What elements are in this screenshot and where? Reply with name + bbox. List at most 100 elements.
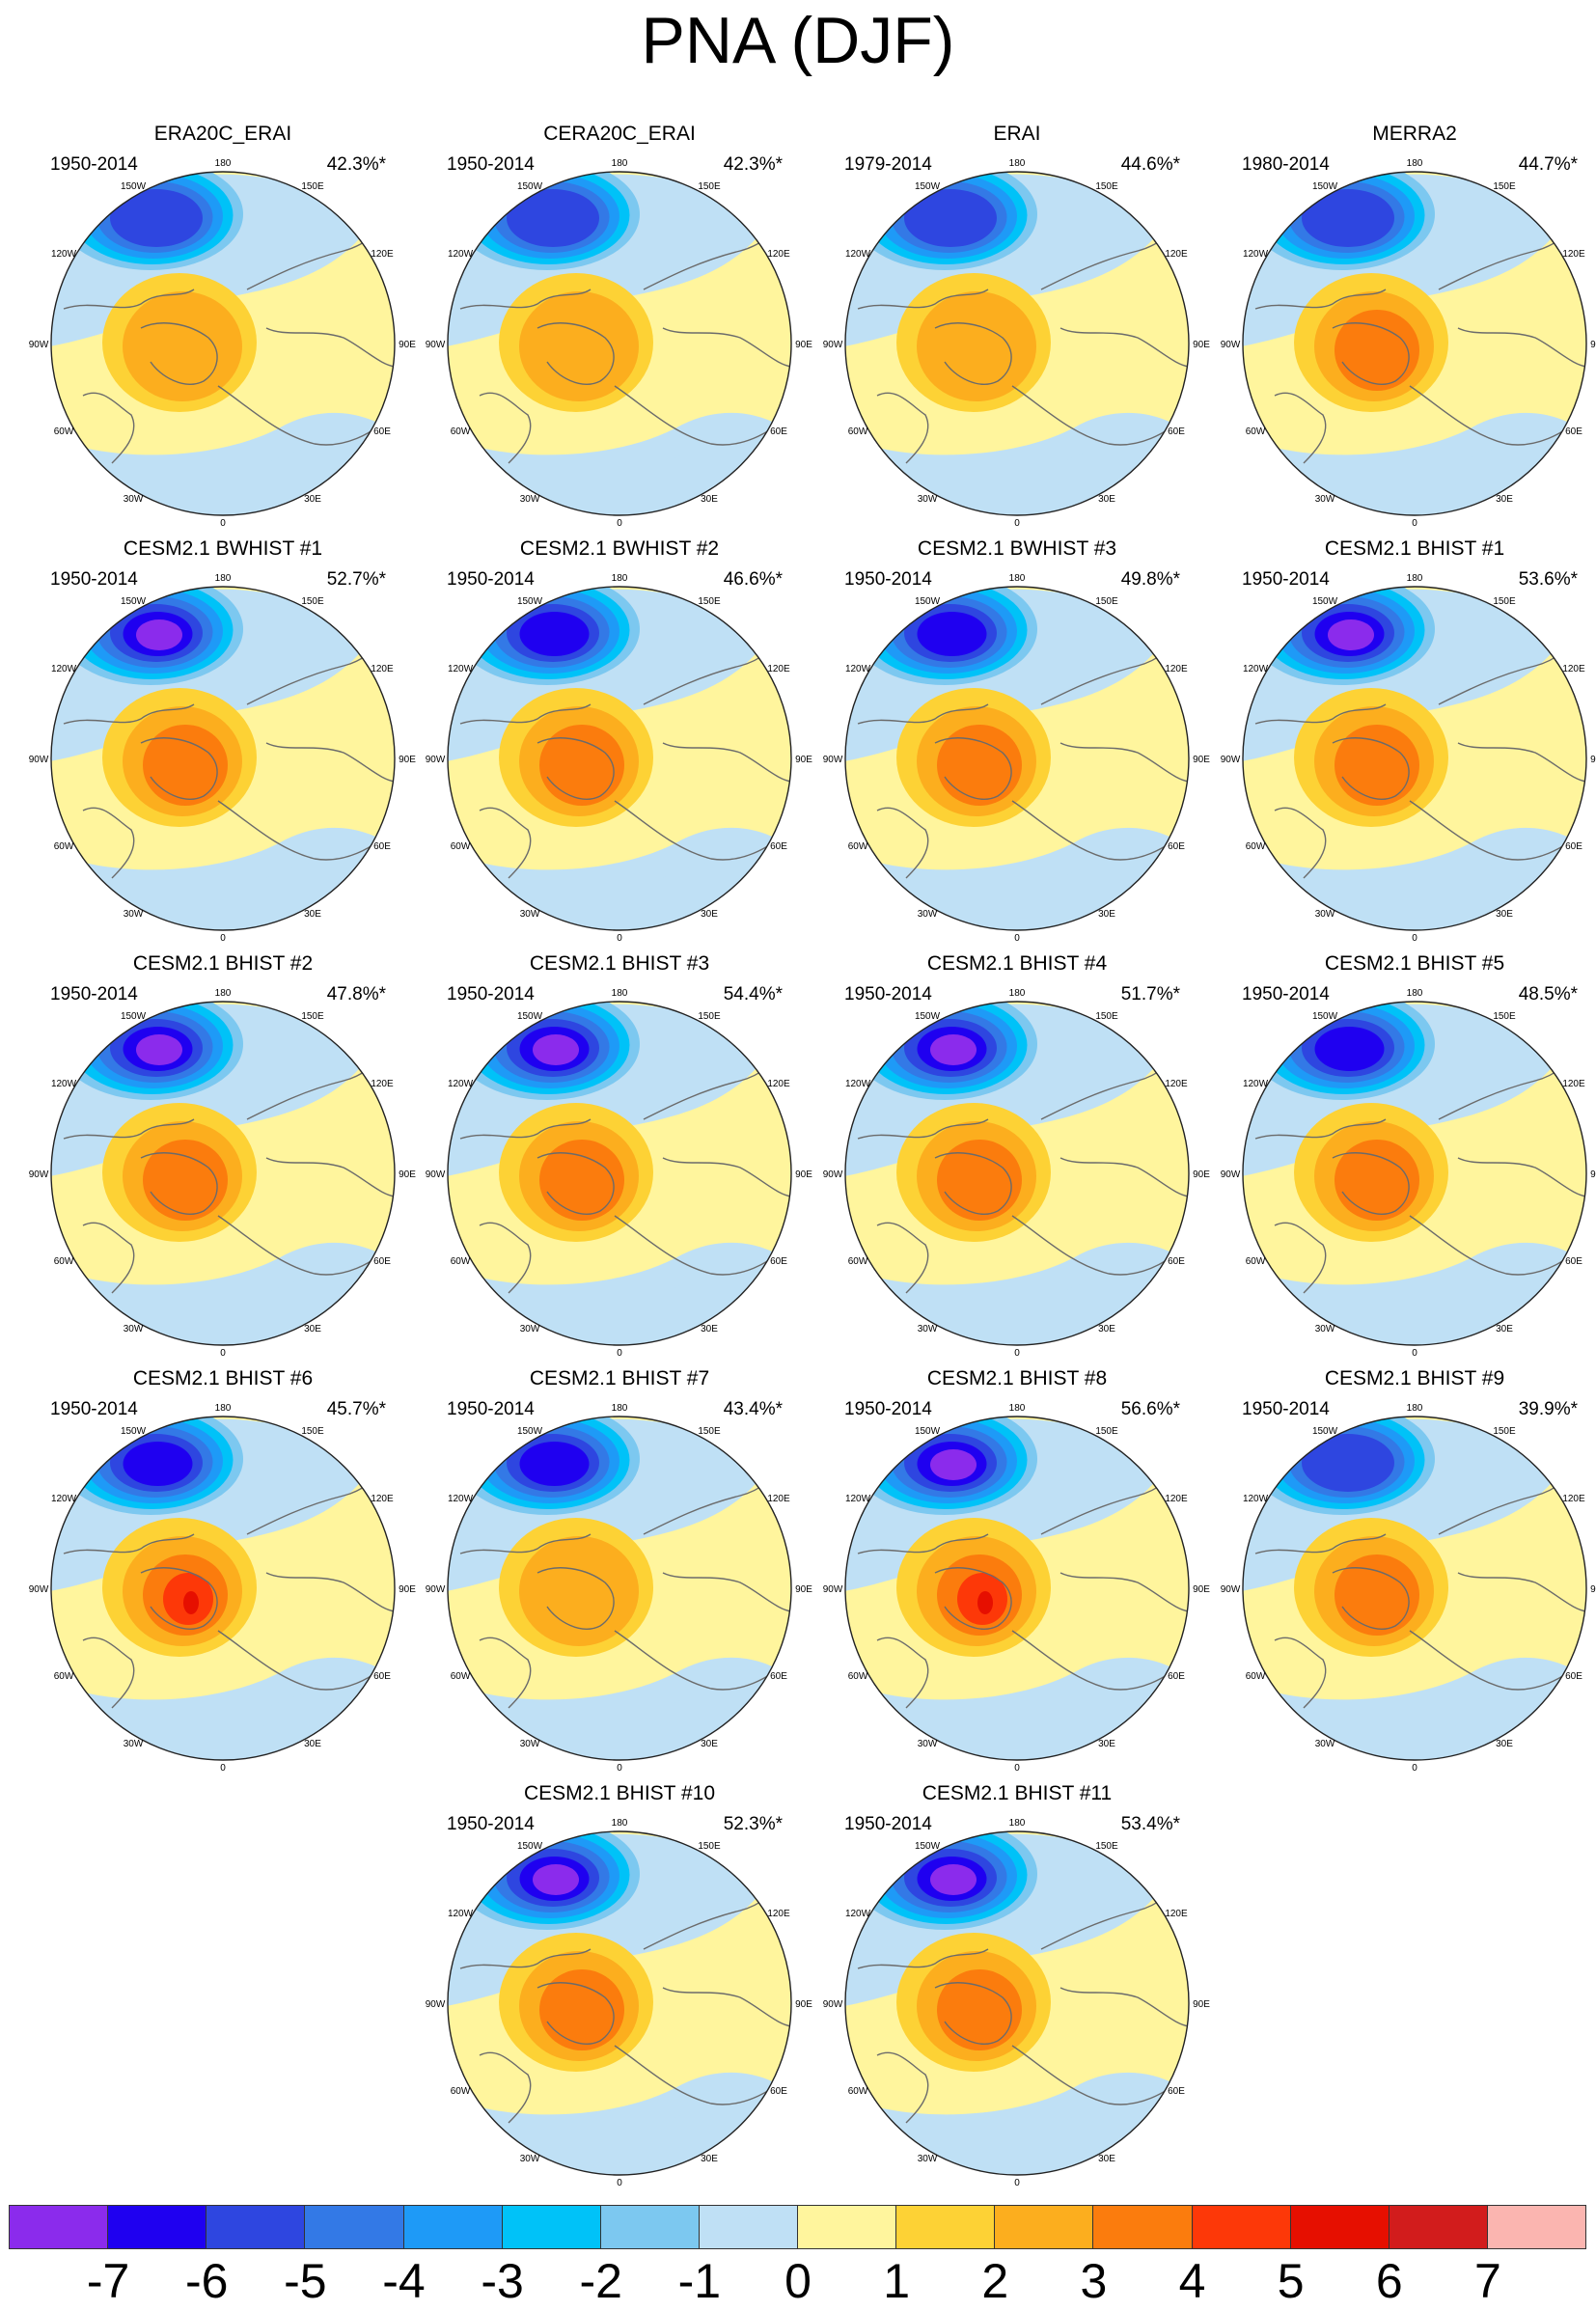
longitude-label: 30W: [124, 909, 144, 920]
coastline: [857, 703, 989, 725]
panel-explained-variance: 39.9%*: [1518, 1399, 1578, 1419]
map-boundary: [50, 586, 396, 931]
colorbar-tick-label: -3: [481, 2254, 524, 2308]
longitude-label: 120E: [1165, 664, 1188, 674]
longitude-label: 150E: [301, 596, 324, 607]
panel-explained-variance: 44.7%*: [1518, 154, 1578, 175]
longitude-label: 90E: [795, 1584, 812, 1595]
longitude-label: 0: [617, 2178, 622, 2188]
longitude-label: 30E: [701, 1739, 718, 1749]
longitude-label: 150W: [517, 596, 543, 607]
colorbar-tick-label: 4: [1178, 2254, 1206, 2308]
colorbar-tick-label: 7: [1473, 2254, 1501, 2308]
longitude-label: 60E: [1168, 2086, 1185, 2097]
longitude-label: 120W: [1243, 1079, 1269, 1089]
longitude-label: 90W: [426, 1169, 446, 1180]
coastline: [662, 1572, 791, 1612]
longitude-label: 30E: [701, 909, 718, 920]
coastline: [140, 737, 218, 800]
coastline: [479, 807, 532, 879]
colorbar-segment: [9, 2205, 109, 2249]
map-boundary: [1242, 1416, 1587, 1761]
longitude-label: 30E: [304, 1324, 321, 1334]
longitude-label: 0: [617, 933, 622, 944]
longitude-label: 150W: [915, 1426, 941, 1437]
longitude-label: 180: [1407, 1403, 1423, 1414]
longitude-label: 60E: [1168, 426, 1185, 437]
longitude-label: 150E: [1095, 1011, 1118, 1022]
longitude-label: 150E: [698, 1426, 721, 1437]
coastline: [63, 703, 195, 725]
map-boundary: [447, 586, 792, 931]
longitude-label: 120E: [767, 1494, 790, 1504]
coastline: [1274, 392, 1327, 464]
coastline: [265, 1157, 395, 1197]
map-panel: CERA20C_ERAI 1950-2014 42.3%* 180 150W 150E 12…: [422, 122, 817, 536]
longitude-label: 180: [215, 988, 232, 999]
panel-title: CESM2.1 BWHIST #3: [917, 537, 1117, 560]
panel-explained-variance: 51.7%*: [1120, 984, 1180, 1004]
colorbar-segment: [206, 2205, 306, 2249]
coastline: [63, 289, 195, 310]
negative-contour: [110, 189, 203, 247]
longitude-label: 0: [617, 518, 622, 529]
longitude-label: 60W: [848, 426, 868, 437]
longitude-label: 60W: [451, 426, 471, 437]
longitude-label: 120W: [448, 664, 474, 674]
negative-contour: [1328, 619, 1374, 650]
longitude-label: 30E: [701, 1324, 718, 1334]
longitude-label: 180: [1407, 158, 1423, 169]
polar-map: 180 150W 150E 120W 120E 90W 90E 60W 60E 30W 30E 0: [426, 1403, 813, 1774]
longitude-label: 30E: [1098, 1739, 1115, 1749]
longitude-label: 60E: [1565, 1256, 1582, 1267]
longitude-label: 90E: [1193, 1584, 1210, 1595]
negative-contour: [904, 189, 997, 247]
longitude-label: 150W: [121, 181, 147, 192]
negative-contour: [930, 1449, 977, 1480]
longitude-label: 150E: [698, 181, 721, 192]
coastline: [479, 392, 532, 464]
coastline: [1059, 327, 1189, 368]
longitude-label: 0: [617, 1348, 622, 1359]
map-boundary: [447, 1416, 792, 1761]
coastline: [479, 2051, 532, 2124]
panel-years: 1950-2014: [1242, 1399, 1330, 1419]
map-panel: CESM2.1 BHIST #1 1950-2014 53.6%* 180 150W 15…: [1217, 536, 1596, 951]
longitude-label: 30W: [918, 909, 938, 920]
longitude-label: 30W: [520, 1324, 540, 1334]
longitude-label: 180: [1009, 1818, 1026, 1829]
longitude-label: 30E: [304, 1739, 321, 1749]
polar-map: 180 150W 150E 120W 120E 90W 90E 60W 60E 30W 30E 0: [1221, 1403, 1596, 1774]
longitude-label: 30W: [918, 1739, 938, 1749]
positive-contour: [519, 1536, 639, 1646]
longitude-label: 150W: [121, 1011, 147, 1022]
longitude-label: 30E: [701, 2154, 718, 2164]
colorbar-tick-label: -2: [579, 2254, 622, 2308]
positive-contour: [1335, 1140, 1419, 1221]
panel-title: ERAI: [993, 123, 1041, 145]
panel-title: ERA20C_ERAI: [153, 123, 292, 145]
panel-title: CERA20C_ERAI: [543, 123, 696, 145]
longitude-label: 30E: [1496, 909, 1513, 920]
panel-title: CESM2.1 BHIST #6: [132, 1367, 314, 1389]
longitude-label: 60W: [1246, 841, 1266, 852]
coastline: [1254, 703, 1387, 725]
panel-explained-variance: 52.7%*: [326, 569, 386, 590]
coastline: [857, 1533, 989, 1554]
longitude-label: 120W: [448, 1909, 474, 1919]
positive-contour: [143, 725, 228, 806]
longitude-label: 90E: [1193, 1999, 1210, 2010]
polar-map: 180 150W 150E 120W 120E 90W 90E 60W 60E 30W 30E 0: [426, 988, 813, 1359]
panel-explained-variance: 54.4%*: [723, 984, 783, 1004]
negative-contour: [136, 1034, 182, 1065]
panel-explained-variance: 52.3%*: [723, 1814, 783, 1834]
panel-explained-variance: 44.6%*: [1120, 154, 1180, 175]
coastline: [537, 1982, 615, 2045]
longitude-label: 150E: [698, 1011, 721, 1022]
coastline: [1059, 742, 1189, 783]
coastline: [1332, 1567, 1410, 1630]
positive-contour: [1335, 1554, 1419, 1636]
longitude-label: 60W: [848, 1671, 868, 1682]
coastline: [479, 1637, 532, 1709]
longitude-label: 90W: [823, 1999, 843, 2010]
